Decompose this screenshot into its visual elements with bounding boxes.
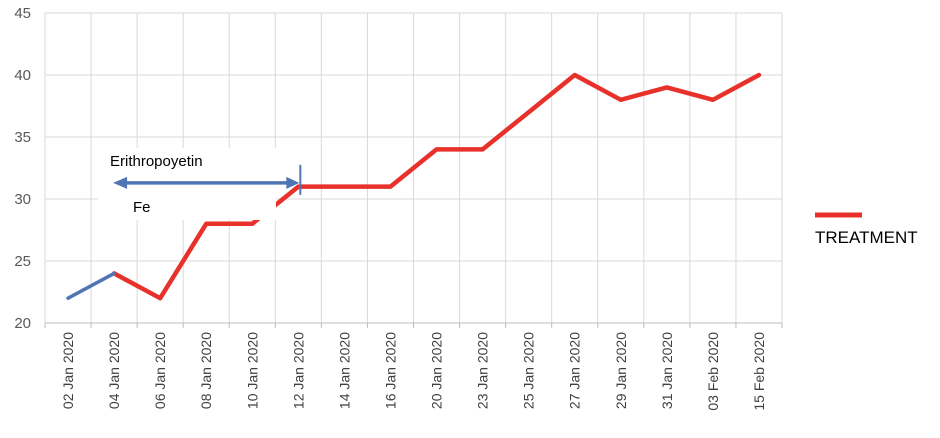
y-tick-label-30: 30 [14, 191, 31, 208]
series-line-0 [111, 72, 762, 301]
x-tick-label-4: 10 Jan 2020 [244, 332, 260, 409]
y-tick-label-35: 35 [14, 129, 31, 146]
legend: TREATMENT [815, 212, 918, 247]
x-tick-label-1: 04 Jan 2020 [106, 332, 122, 409]
annotation-label-erithropoyetin: Erithropoyetin [110, 153, 203, 170]
x-tick-label-11: 27 Jan 2020 [567, 332, 583, 409]
x-tick-label-15: 15 Feb 2020 [751, 332, 767, 411]
x-tick-label-2: 06 Jan 2020 [152, 332, 168, 409]
gridlines [44, 12, 783, 324]
y-tick-label-25: 25 [14, 253, 31, 270]
annotation-group: Erithropoyetin Fe [98, 148, 302, 220]
y-axis-ticks: 20 25 30 35 40 45 [14, 5, 31, 332]
x-tick-label-9: 23 Jan 2020 [475, 332, 491, 409]
y-tick-label-40: 40 [14, 67, 31, 84]
x-tick-label-0: 02 Jan 2020 [60, 332, 76, 409]
x-axis-ticks: 02 Jan 2020 04 Jan 2020 06 Jan 2020 08 Jan … [60, 332, 767, 411]
x-tick-label-12: 29 Jan 2020 [613, 332, 629, 409]
y-tick-label-45: 45 [14, 5, 31, 22]
x-tick-label-13: 31 Jan 2020 [659, 332, 675, 409]
x-tick-label-3: 08 Jan 2020 [198, 332, 214, 409]
x-tick-label-10: 25 Jan 2020 [521, 332, 537, 409]
x-tick-label-6: 14 Jan 2020 [336, 332, 352, 409]
x-tick-label-14: 03 Feb 2020 [705, 332, 721, 411]
x-tick-label-7: 16 Jan 2020 [382, 332, 398, 409]
series-line-1 [66, 271, 116, 300]
x-tick-label-5: 12 Jan 2020 [290, 332, 306, 409]
annotation-arrow-head-right [286, 176, 300, 189]
y-tick-label-20: 20 [14, 315, 31, 332]
annotation-label-fe: Fe [133, 199, 151, 216]
legend-label-treatment: TREATMENT [815, 228, 918, 247]
series-lines [66, 72, 762, 301]
x-tick-label-8: 20 Jan 2020 [429, 332, 445, 409]
annotation-arrow-head-left [113, 176, 128, 189]
axes [44, 322, 783, 328]
